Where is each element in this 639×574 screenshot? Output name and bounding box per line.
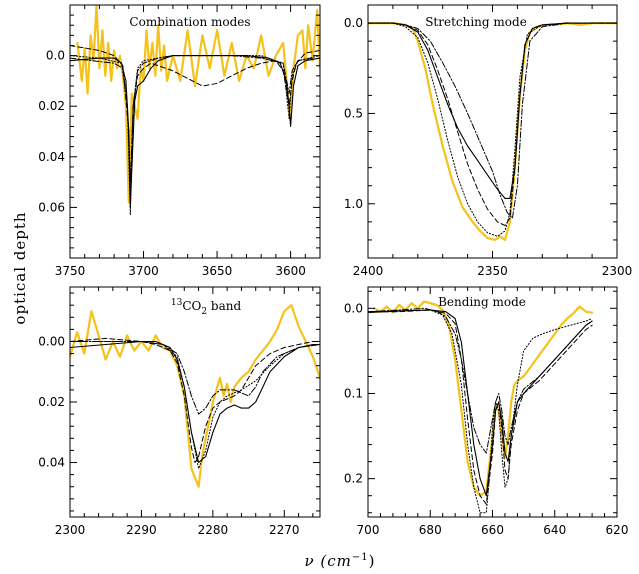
x-tick-label: 2270 <box>269 523 300 537</box>
plot-frame <box>367 286 618 518</box>
y-tick-label: 0.06 <box>38 200 65 214</box>
series-line-dotted <box>368 309 593 514</box>
x-tick-label: 2280 <box>198 523 229 537</box>
y-tick-label: 0.04 <box>38 456 65 470</box>
panel-title: 13CO2 band <box>171 298 242 317</box>
x-tick-label: 3750 <box>55 264 86 278</box>
panel-title: Stretching mode <box>425 15 527 29</box>
series-line-dashed <box>70 45 320 196</box>
x-tick-label: 660 <box>481 523 504 537</box>
series-line-dotted <box>70 55 320 216</box>
series-line-observed-yellow <box>70 304 320 488</box>
y-tick-label: 0.02 <box>38 395 65 409</box>
x-tick-label: 2300 <box>55 523 86 537</box>
panel-1: 3750 3700 3650 3600 0.0 0.02 0.04 0.06 Combinati… <box>38 4 321 278</box>
panels: 3750 3700 3650 36000.00.020.040.06Combinati… <box>38 4 633 537</box>
series-line-dotted <box>368 22 617 237</box>
series-line-dotted <box>70 341 320 470</box>
title-main: CO <box>182 299 201 313</box>
series-line-solid <box>70 340 320 464</box>
y-tick-label: 0.0 <box>344 301 363 315</box>
panel-title: Bending mode <box>438 295 526 309</box>
series-line-observed-yellow <box>373 300 594 497</box>
series-line-dashed <box>368 22 617 226</box>
x-axis-label: ν (cm−1) <box>305 552 376 570</box>
y-tick-label: 1.0 <box>344 197 363 211</box>
x-tick-label: 3600 <box>275 264 306 278</box>
series-group <box>368 22 617 241</box>
y-tick-label: 0.0 <box>46 49 65 63</box>
plot-frame <box>367 4 618 259</box>
title-subscript: 2 <box>201 307 207 317</box>
series-line-solid <box>368 309 593 497</box>
series-group <box>70 304 320 488</box>
x-tick-label: 2300 <box>602 264 633 278</box>
y-tick-label: 0.1 <box>344 386 363 400</box>
y-tick-label: 0.5 <box>344 106 363 120</box>
y-tick-label: 0.2 <box>344 472 363 486</box>
panel-3: 2300 2290 2280 2270 0.00 0.02 0.04 13CO2 band <box>38 286 321 537</box>
y-tick-label: 0.04 <box>38 150 65 164</box>
y-tick-label: 0.02 <box>38 99 65 113</box>
series-line-dashdot <box>368 22 617 219</box>
series-line-observed-yellow <box>76 5 320 204</box>
y-tick-label: 0.0 <box>344 16 363 30</box>
series-group <box>368 300 594 514</box>
x-tick-label: 2350 <box>477 264 508 278</box>
x-tick-label: 700 <box>357 523 380 537</box>
plot-frame <box>69 286 321 518</box>
x-tick-label: 680 <box>419 523 442 537</box>
title-isotope: 13 <box>171 298 183 308</box>
series-line-dashed <box>368 309 593 505</box>
series-line-dashed <box>70 337 320 463</box>
x-tick-label: 2400 <box>353 264 384 278</box>
series-line-observed-yellow <box>368 22 617 241</box>
y-tick-label: 0.00 <box>38 334 65 348</box>
x-tick-label: 3700 <box>128 264 159 278</box>
x-axis-label-close: ) <box>369 552 376 570</box>
x-tick-label: 620 <box>606 523 629 537</box>
panel-4: 700 680 660 640 620 0.0 0.1 0.2 Bending mode <box>344 286 629 537</box>
series-group <box>70 5 320 216</box>
x-tick-label: 640 <box>543 523 566 537</box>
panel-2: 2400 2350 2300 0.0 0.5 1.0 Stretching mode <box>344 4 633 278</box>
y-axis-label: optical depth <box>11 211 29 324</box>
panel-title: Combination modes <box>129 15 250 29</box>
plot-frame <box>69 4 321 259</box>
x-axis-label-sup: −1 <box>352 552 369 563</box>
series-line-solid <box>70 55 320 208</box>
x-axis-label-main: ν (cm <box>305 552 352 570</box>
title-suffix: band <box>207 299 241 313</box>
x-tick-label: 2290 <box>126 523 157 537</box>
x-tick-label: 3650 <box>202 264 233 278</box>
